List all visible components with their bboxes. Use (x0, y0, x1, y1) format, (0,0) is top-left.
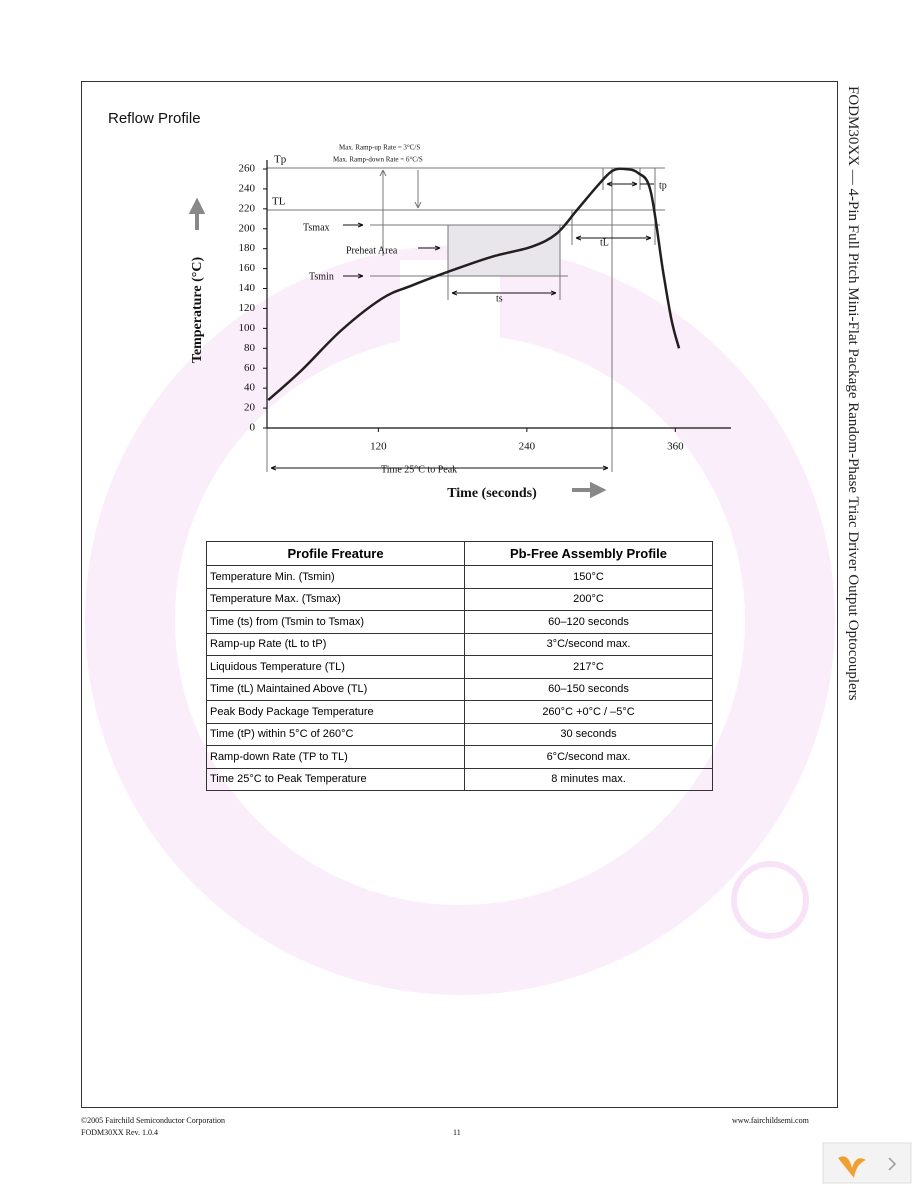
x-tick-label: 120 (370, 441, 387, 453)
y-tick-label: 140 (239, 282, 256, 294)
table-row: Time (tP) within 5°C of 260°C 30 seconds (205, 722, 713, 746)
table-cell: Ramp-down Rate (TP to TL) (205, 745, 466, 769)
reference-lines (266, 167, 665, 472)
y-tick-label: 80 (244, 342, 256, 354)
table-cell: Temperature Min. (Tsmin) (205, 565, 466, 589)
table-cell: Ramp-up Rate (tL to tP) (205, 632, 466, 656)
table-cell: Liquidous Temperature (TL) (205, 655, 466, 679)
table-cell: 6°C/second max. (464, 745, 713, 769)
viewer-next[interactable] (888, 1157, 897, 1171)
table-row: Temperature Min. (Tsmin) 150°C (205, 565, 713, 589)
table-cell: 60–150 seconds (464, 677, 713, 701)
table-cell: 150°C (464, 565, 713, 589)
y-tick-label: 260 (239, 163, 256, 175)
annotation: ts (496, 293, 503, 304)
table-row: Time (tL) Maintained Above (TL) 60–150 se… (205, 677, 713, 701)
annotation: tp (659, 180, 667, 191)
page-frame (81, 81, 838, 1108)
footer-page: 11 (453, 1128, 461, 1137)
annotation: TL (272, 196, 286, 208)
x-axis-label: Time (seconds) (447, 486, 537, 501)
chart-title: Reflow Profile (108, 110, 201, 127)
table-cell: 8 minutes max. (464, 767, 713, 791)
table-cell: 30 seconds (464, 722, 713, 746)
header-row: Profile Freature Pb-Free Assembly Profile (205, 541, 713, 566)
annotation: Time 25°C to Peak (381, 464, 457, 475)
table-cell: 3°C/second max. (464, 632, 713, 656)
viewer-widget[interactable] (822, 1142, 912, 1184)
table-row: Peak Body Package Temperature 260°C +0°C … (205, 700, 713, 724)
table-cell: 200°C (464, 587, 713, 611)
annotation: Tsmax (303, 222, 330, 233)
table-cell: 60–120 seconds (464, 610, 713, 634)
table-cell: Peak Body Package Temperature (205, 700, 466, 724)
table-cell: 260°C +0°C / –5°C (464, 700, 713, 724)
footer-revision: FODM30XX Rev. 1.0.4 (81, 1128, 159, 1137)
profile-table: Profile Freature Pb-Free Assembly Profile… (205, 541, 713, 791)
y-tick-label: 220 (239, 202, 256, 214)
annotation: Tsmin (309, 271, 334, 282)
table-row: Time (ts) from (Tsmin to Tsmax) 60–120 se… (205, 610, 713, 634)
annotation: Preheat Area (346, 245, 398, 256)
annotation: tL (600, 237, 609, 248)
chart: Reflow Profile Temperature (°C) Time (se… (108, 110, 731, 501)
table-cell: Time (tL) Maintained Above (TL) (205, 677, 466, 701)
x-arrow (572, 481, 607, 499)
table-cell: Temperature Max. (Tsmax) (205, 587, 466, 611)
dimension-arrows (270, 181, 654, 471)
annotation: Max. Ramp-up Rate = 3°C/S (339, 144, 420, 152)
header-cell: Pb-Free Assembly Profile (464, 541, 713, 566)
footer-copyright: ©2005 Fairchild Semiconductor Corporatio… (81, 1116, 226, 1125)
table-row: Liquidous Temperature (TL) 217°C (205, 655, 713, 679)
y-tick-label: 200 (239, 222, 256, 234)
y-tick-label: 0 (250, 422, 256, 434)
y-tick-label: 100 (239, 322, 256, 334)
logo-registered (731, 861, 809, 939)
table-cell: 217°C (464, 655, 713, 679)
y-tick-label: 20 (244, 402, 256, 414)
preheat-area (448, 225, 560, 276)
viewer-logo (838, 1156, 866, 1178)
footer-url: www.fairchildsemi.com (732, 1116, 809, 1125)
ramp-up-arrow (379, 169, 387, 256)
table-cell: Time (ts) from (Tsmin to Tsmax) (205, 610, 466, 634)
profile-curve (267, 167, 681, 402)
y-tick-label: 120 (239, 302, 256, 314)
y-tick-label: 240 (239, 182, 256, 194)
table-row: Ramp-down Rate (TP to TL) 6°C/second max. (205, 745, 713, 769)
annotation: Tp (274, 154, 287, 166)
y-tick-label: 180 (239, 242, 256, 254)
y-tick-label: 60 (244, 362, 256, 374)
table-cell: Time 25°C to Peak Temperature (205, 767, 466, 791)
table-cell: Time (tP) within 5°C of 260°C (205, 722, 466, 746)
x-tick-label: 240 (519, 441, 536, 453)
header-cell: Profile Freature (205, 541, 466, 566)
table-row: Ramp-up Rate (tL to tP) 3°C/second max. (205, 632, 713, 656)
side-title: FODM30XX — 4-Pin Full Pitch Mini-Flat Pa… (845, 86, 861, 701)
table-row: Time 25°C to Peak Temperature 8 minutes m… (205, 767, 713, 791)
y-arrow (188, 197, 206, 230)
ramp-down-arrow (414, 170, 422, 209)
y-tick-label: 160 (239, 262, 256, 274)
annotation: Max. Ramp-down Rate = 6°C/S (333, 156, 423, 164)
y-axis-label: Temperature (°C) (190, 257, 205, 364)
y-tick-label: 40 (244, 382, 256, 394)
x-tick-label: 360 (667, 441, 684, 453)
table-row: Temperature Max. (Tsmax) 200°C (205, 587, 713, 611)
